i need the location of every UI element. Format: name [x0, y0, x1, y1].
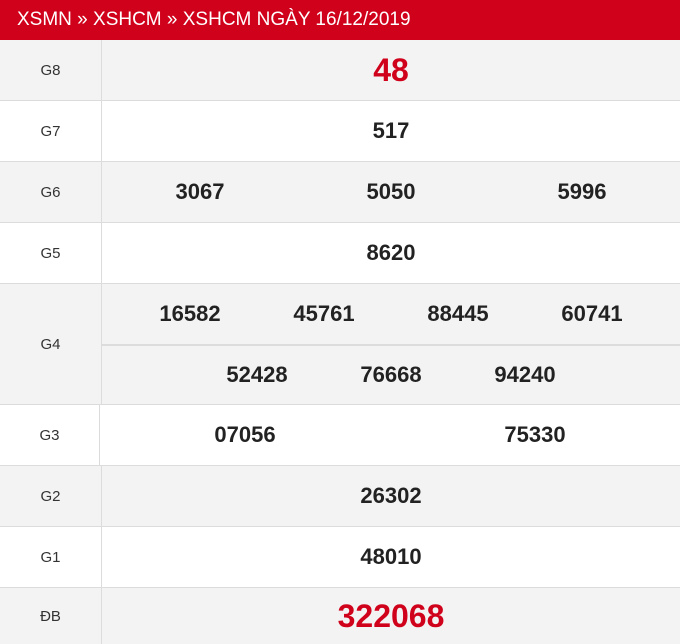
- breadcrumb: XSMN » XSHCM » XSHCM NGÀY 16/12/2019: [0, 0, 680, 40]
- prize-number: 07056: [214, 422, 276, 447]
- prize-label: G7: [0, 101, 102, 161]
- prize-number: 76668: [360, 362, 422, 387]
- prize-label: G4: [0, 284, 102, 404]
- special-prize-number: 322068: [337, 597, 445, 634]
- prize-row-g5: G5 8620: [0, 223, 680, 284]
- prize-number: 94240: [494, 362, 556, 387]
- prize-row-g4: G4 16582 45761 88445 60741 52428 76668 9…: [0, 284, 680, 405]
- prize-label: G8: [0, 40, 102, 100]
- prize-row-g7: G7 517: [0, 101, 680, 162]
- prize-number: 5996: [557, 179, 607, 204]
- prize-label: G5: [0, 223, 102, 283]
- prize-label: G6: [0, 162, 102, 222]
- prize-number: 16582: [159, 301, 221, 326]
- prize-number: 88445: [427, 301, 489, 326]
- prize-row-g3: G3 07056 75330: [0, 405, 680, 466]
- prize-label: G2: [0, 466, 102, 526]
- prize-number: 5050: [366, 179, 416, 204]
- prize-label: G1: [0, 527, 102, 587]
- prize-number: 48010: [360, 544, 422, 569]
- prize-number: 45761: [293, 301, 355, 326]
- prize-number: 26302: [360, 483, 422, 508]
- prize-number: 8620: [366, 240, 416, 265]
- prize-label: G3: [0, 405, 100, 465]
- prize-number: 3067: [175, 179, 225, 204]
- prize-number: 48: [373, 51, 409, 88]
- prize-number: 52428: [226, 362, 288, 387]
- prize-row-g1: G1 48010: [0, 527, 680, 588]
- prize-number: 75330: [504, 422, 566, 447]
- prize-row-g8: G8 48: [0, 40, 680, 101]
- prize-row-g6: G6 3067 5050 5996: [0, 162, 680, 223]
- prize-number: 60741: [561, 301, 623, 326]
- prize-row-g2: G2 26302: [0, 466, 680, 527]
- prize-label: ĐB: [0, 588, 102, 644]
- prize-number: 517: [372, 118, 410, 143]
- prize-row-special: ĐB 322068: [0, 588, 680, 644]
